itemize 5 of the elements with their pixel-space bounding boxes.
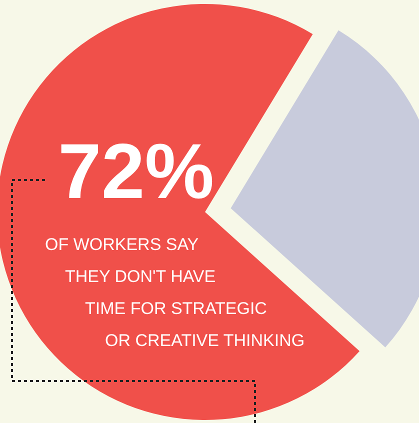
- text: OR CREATIVE THINKING: [105, 331, 305, 350]
- text: OF WORKERS SAY: [45, 235, 199, 254]
- text: TIME FOR STRATEGIC: [85, 299, 267, 318]
- data-label: 72%: [58, 127, 214, 215]
- text: THEY DON'T HAVE: [65, 267, 216, 286]
